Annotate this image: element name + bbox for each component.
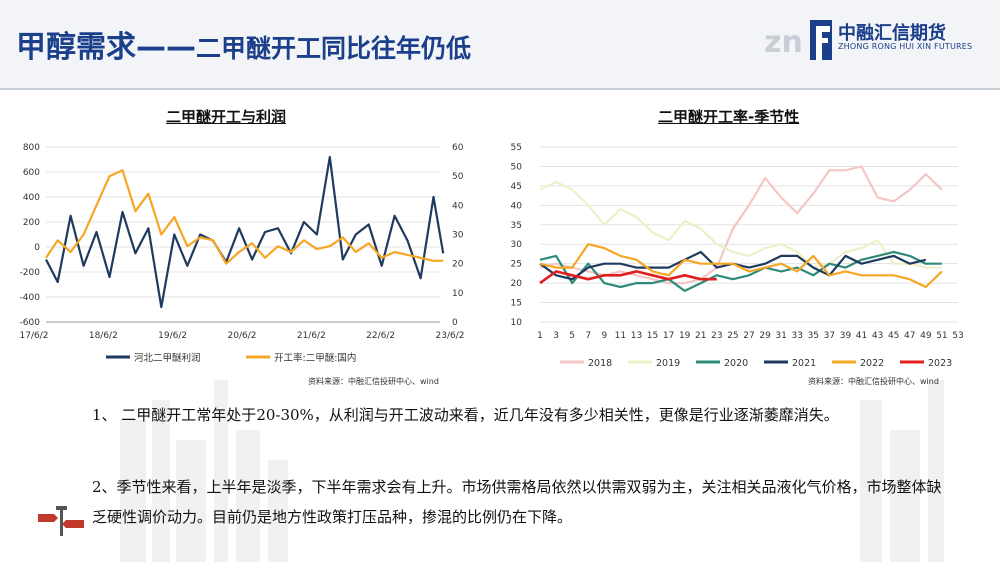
y-tick-label: 10 bbox=[511, 318, 523, 328]
y-tick-label: 55 bbox=[511, 143, 522, 153]
x-tick-label: 20/6/2 bbox=[228, 331, 257, 341]
y-right-tick-label: 0 bbox=[452, 318, 458, 328]
profit-utilization-chart: 800 600 400 200 0 -200 -400 -600 60 50 40 30 20 10 0 17… bbox=[20, 143, 465, 364]
x-tick-label: 39 bbox=[840, 331, 852, 341]
x-tick-label: 43 bbox=[872, 331, 883, 341]
x-tick-label: 23/6/2 bbox=[436, 331, 465, 341]
header: 甲醇需求——二甲醚开工同比往年仍低 zn 中融汇信期货 ZHONG RONG H… bbox=[0, 0, 1000, 88]
y-left-tick-label: 800 bbox=[23, 143, 40, 153]
legend-label: 河北二甲醚利润 bbox=[134, 352, 201, 364]
right-chart-title: 二甲醚开工率-季节性 bbox=[658, 108, 800, 126]
x-tick-label: 19 bbox=[679, 331, 691, 341]
x-tick-label: 31 bbox=[775, 331, 786, 341]
legend-label: 2020 bbox=[724, 358, 748, 369]
x-tick-label: 9 bbox=[601, 331, 607, 341]
series-line-0 bbox=[45, 155, 445, 309]
y-right-tick-label: 50 bbox=[452, 172, 464, 182]
legend-label: 2022 bbox=[860, 358, 884, 369]
legend-label: 2019 bbox=[656, 358, 680, 369]
x-tick-label: 41 bbox=[856, 331, 867, 341]
x-tick-label: 19/6/2 bbox=[158, 331, 187, 341]
series-line-2022 bbox=[539, 243, 943, 289]
legend-label: 2021 bbox=[792, 358, 816, 369]
y-left-tick-label: 400 bbox=[23, 193, 40, 203]
x-tick-label: 11 bbox=[615, 331, 626, 341]
x-tick-label: 21 bbox=[695, 331, 706, 341]
x-tick-label: 45 bbox=[888, 331, 899, 341]
y-tick-label: 50 bbox=[511, 162, 523, 172]
y-right-tick-label: 30 bbox=[452, 231, 464, 241]
y-tick-label: 15 bbox=[511, 299, 522, 309]
legend-label: 2023 bbox=[928, 358, 952, 369]
y-tick-label: 25 bbox=[511, 260, 522, 270]
y-left-tick-label: -600 bbox=[20, 318, 41, 328]
x-tick-label: 7 bbox=[585, 331, 591, 341]
x-tick-label: 1 bbox=[537, 331, 543, 341]
title-main: 甲醇需求—— bbox=[16, 30, 196, 65]
x-tick-label: 47 bbox=[904, 331, 915, 341]
logo-chinese-name: 中融汇信期货 bbox=[838, 23, 946, 44]
series-line-2023 bbox=[539, 270, 717, 285]
legend-label: 2018 bbox=[588, 358, 612, 369]
y-left-tick-label: 200 bbox=[23, 218, 40, 228]
x-tick-label: 35 bbox=[808, 331, 819, 341]
x-tick-label: 13 bbox=[631, 331, 642, 341]
title-sub: 二甲醚开工同比往年仍低 bbox=[196, 34, 472, 63]
x-tick-label: 51 bbox=[936, 331, 947, 341]
y-right-tick-label: 10 bbox=[452, 289, 464, 299]
x-tick-label: 33 bbox=[792, 331, 803, 341]
x-tick-label: 17 bbox=[663, 331, 674, 341]
x-tick-label: 15 bbox=[647, 331, 658, 341]
x-tick-label: 3 bbox=[553, 331, 559, 341]
left-chart-title: 二甲醚开工与利润 bbox=[166, 108, 287, 126]
y-left-tick-label: 0 bbox=[34, 243, 40, 253]
company-logo: zn bbox=[764, 20, 832, 60]
x-tick-label: 23 bbox=[711, 331, 722, 341]
y-right-tick-label: 20 bbox=[452, 260, 464, 270]
x-tick-label: 18/6/2 bbox=[89, 331, 118, 341]
x-tick-label: 21/6/2 bbox=[297, 331, 326, 341]
right-chart-source: 资料来源：中融汇信投研中心、wind bbox=[808, 377, 939, 386]
series-line-1 bbox=[45, 169, 444, 265]
y-tick-label: 30 bbox=[511, 240, 523, 250]
y-tick-label: 20 bbox=[511, 279, 523, 289]
x-tick-label: 17/6/2 bbox=[20, 331, 49, 341]
paragraph-2: 2、季节性来看，上半年是淡季，下半年需求会有上升。市场供需格局依然以供需双弱为主… bbox=[92, 478, 942, 526]
y-tick-label: 45 bbox=[511, 182, 522, 192]
svg-text:zn: zn bbox=[764, 25, 803, 60]
paragraph-1: 1、 二甲醚开工常年处于20-30%，从利润与开工波动来看，近几年没有多少相关性… bbox=[92, 406, 839, 424]
x-tick-label: 25 bbox=[727, 331, 738, 341]
left-chart-source: 资料来源：中融汇信投研中心、wind bbox=[308, 377, 439, 386]
x-tick-label: 37 bbox=[824, 331, 835, 341]
y-left-tick-label: -400 bbox=[20, 293, 41, 303]
x-tick-label: 29 bbox=[759, 331, 771, 341]
y-tick-label: 40 bbox=[511, 201, 523, 211]
series-line-2019 bbox=[539, 180, 942, 269]
x-tick-label: 53 bbox=[952, 331, 963, 341]
x-tick-label: 22/6/2 bbox=[366, 331, 395, 341]
y-right-tick-label: 60 bbox=[452, 143, 464, 153]
y-left-tick-label: -200 bbox=[20, 268, 41, 278]
logo-english-name: ZHONG RONG HUI XIN FUTURES bbox=[838, 42, 973, 51]
y-tick-label: 35 bbox=[511, 221, 522, 231]
series-line-2020 bbox=[539, 250, 942, 292]
y-left-tick-label: 600 bbox=[23, 168, 40, 178]
page-title: 甲醇需求——二甲醚开工同比往年仍低 bbox=[16, 22, 471, 66]
signpost-icon bbox=[38, 506, 84, 536]
x-tick-label: 27 bbox=[743, 331, 754, 341]
y-right-tick-label: 40 bbox=[452, 201, 464, 211]
x-tick-label: 5 bbox=[569, 331, 575, 341]
legend-label: 开工率:二甲醚:国内 bbox=[274, 352, 356, 364]
x-tick-label: 49 bbox=[920, 331, 932, 341]
header-divider bbox=[0, 88, 1000, 90]
